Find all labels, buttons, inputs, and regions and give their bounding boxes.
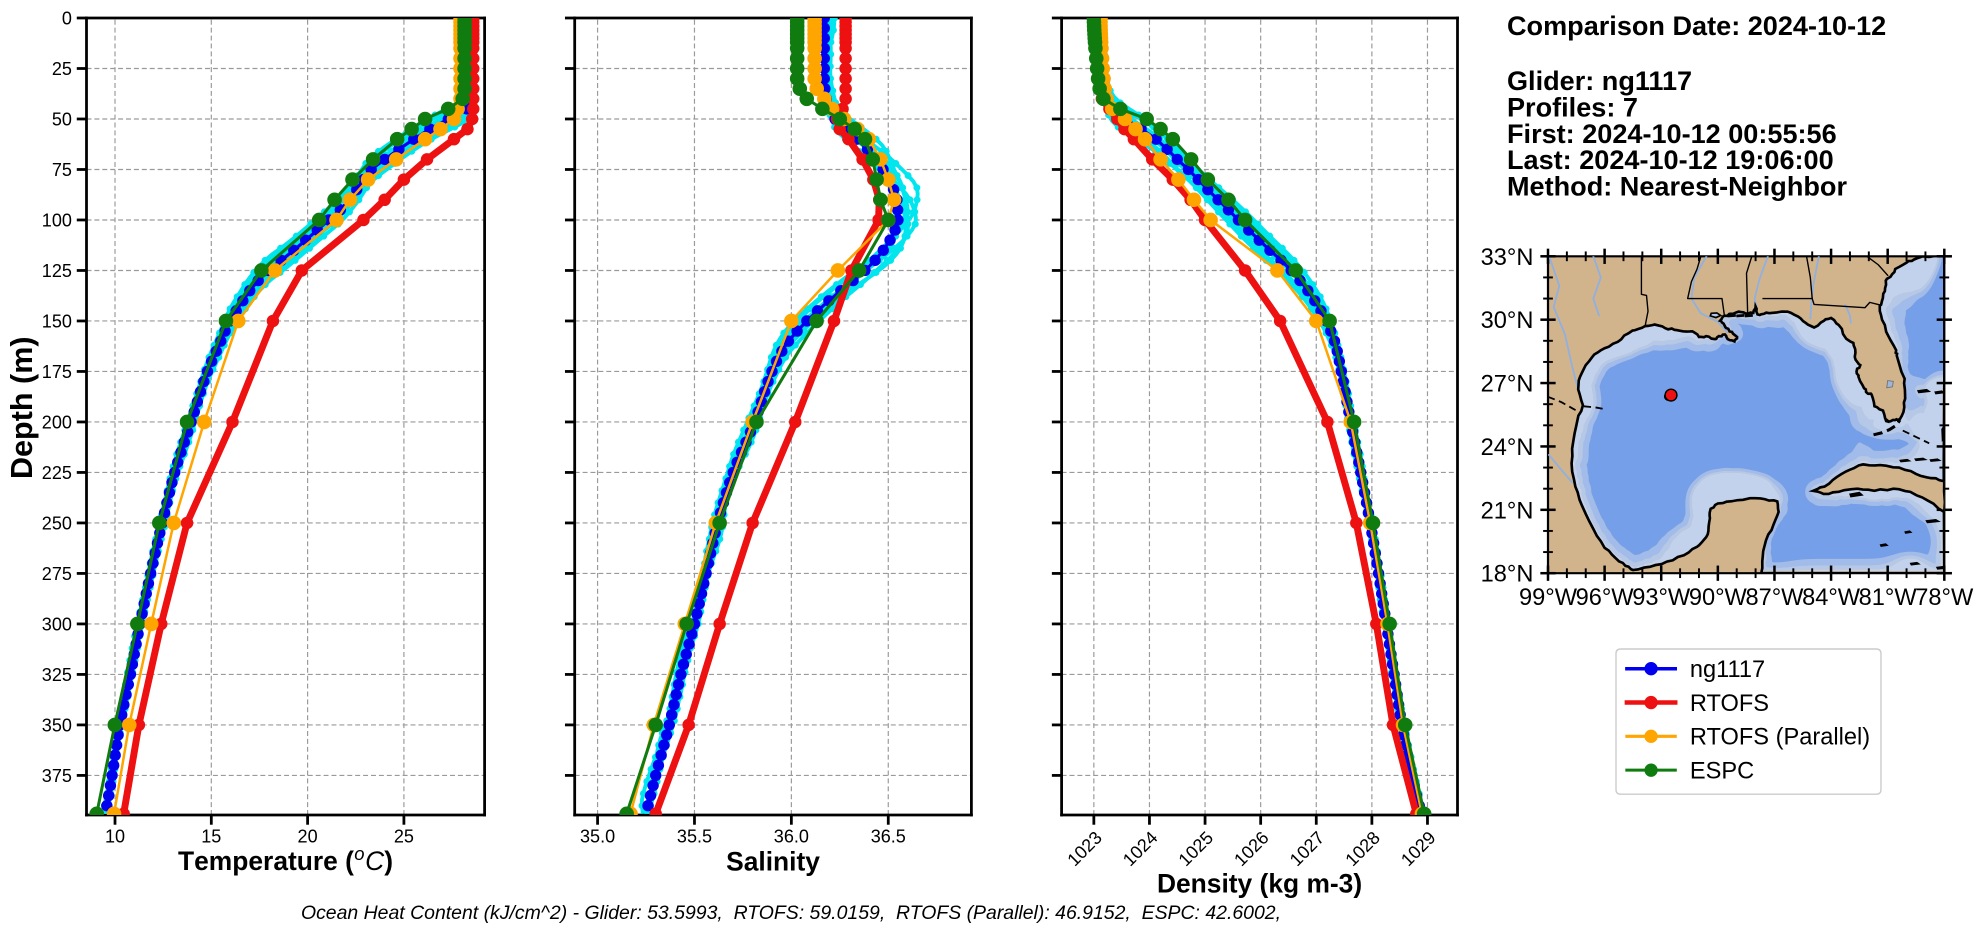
svg-text:300: 300 bbox=[42, 614, 72, 634]
svg-text:Salinity: Salinity bbox=[726, 846, 820, 876]
svg-text:81°W: 81°W bbox=[1859, 585, 1918, 611]
svg-text:0: 0 bbox=[62, 9, 72, 29]
svg-text:35.5: 35.5 bbox=[677, 827, 712, 847]
svg-text:96°W: 96°W bbox=[1576, 585, 1635, 611]
svg-text:First: 2024-10-12 00:55:56: First: 2024-10-12 00:55:56 bbox=[1507, 118, 1837, 149]
svg-text:RTOFS: RTOFS bbox=[1690, 691, 1769, 717]
svg-text:325: 325 bbox=[42, 665, 72, 685]
svg-text:78°W: 78°W bbox=[1915, 585, 1974, 611]
svg-text:Ocean Heat Content (kJ/cm^2) -: Ocean Heat Content (kJ/cm^2) - Glider: 5… bbox=[301, 902, 1281, 924]
svg-text:150: 150 bbox=[42, 312, 72, 332]
svg-text:99°W: 99°W bbox=[1519, 585, 1578, 611]
svg-text:33°N: 33°N bbox=[1481, 245, 1534, 271]
svg-text:Comparison Date: 2024-10-12: Comparison Date: 2024-10-12 bbox=[1507, 10, 1886, 41]
svg-text:Density (kg m-3): Density (kg m-3) bbox=[1157, 868, 1362, 898]
svg-text:Profiles: 7: Profiles: 7 bbox=[1507, 91, 1638, 122]
svg-text:Temperature()oC: Temperature()oC bbox=[178, 843, 393, 876]
svg-text:84°W: 84°W bbox=[1802, 585, 1861, 611]
svg-text:200: 200 bbox=[42, 413, 72, 433]
svg-text:ng1117: ng1117 bbox=[1690, 657, 1765, 683]
svg-text:36.5: 36.5 bbox=[871, 827, 906, 847]
svg-text:90°W: 90°W bbox=[1689, 585, 1748, 611]
svg-text:Method: Nearest-Neighbor: Method: Nearest-Neighbor bbox=[1507, 171, 1847, 202]
svg-text:350: 350 bbox=[42, 715, 72, 735]
svg-text:21°N: 21°N bbox=[1481, 498, 1534, 524]
svg-text:93°W: 93°W bbox=[1632, 585, 1691, 611]
svg-text:100: 100 bbox=[42, 211, 72, 231]
svg-text:Last: 2024-10-12 19:06:00: Last: 2024-10-12 19:06:00 bbox=[1507, 144, 1834, 175]
svg-text:25: 25 bbox=[394, 827, 414, 847]
svg-text:18°N: 18°N bbox=[1481, 562, 1534, 588]
svg-text:30°N: 30°N bbox=[1481, 308, 1534, 334]
svg-text:50: 50 bbox=[52, 110, 72, 130]
svg-text:15: 15 bbox=[201, 827, 221, 847]
svg-text:24°N: 24°N bbox=[1481, 435, 1534, 461]
svg-text:20: 20 bbox=[298, 827, 318, 847]
svg-text:36.0: 36.0 bbox=[774, 827, 809, 847]
svg-text:27°N: 27°N bbox=[1481, 372, 1534, 398]
svg-text:225: 225 bbox=[42, 463, 72, 483]
svg-text:ESPC: ESPC bbox=[1690, 758, 1754, 784]
svg-text:375: 375 bbox=[42, 766, 72, 786]
svg-text:125: 125 bbox=[42, 261, 72, 281]
svg-text:175: 175 bbox=[42, 362, 72, 382]
svg-text:25: 25 bbox=[52, 59, 72, 79]
svg-text:87°W: 87°W bbox=[1745, 585, 1804, 611]
svg-text:250: 250 bbox=[42, 513, 72, 533]
svg-text:RTOFS (Parallel): RTOFS (Parallel) bbox=[1690, 725, 1870, 751]
svg-text:275: 275 bbox=[42, 564, 72, 584]
svg-text:Depth (m): Depth (m) bbox=[5, 336, 39, 479]
svg-text:10: 10 bbox=[105, 827, 125, 847]
svg-text:75: 75 bbox=[52, 160, 72, 180]
svg-text:35.0: 35.0 bbox=[580, 827, 615, 847]
svg-text:Glider: ng1117: Glider: ng1117 bbox=[1507, 65, 1692, 96]
